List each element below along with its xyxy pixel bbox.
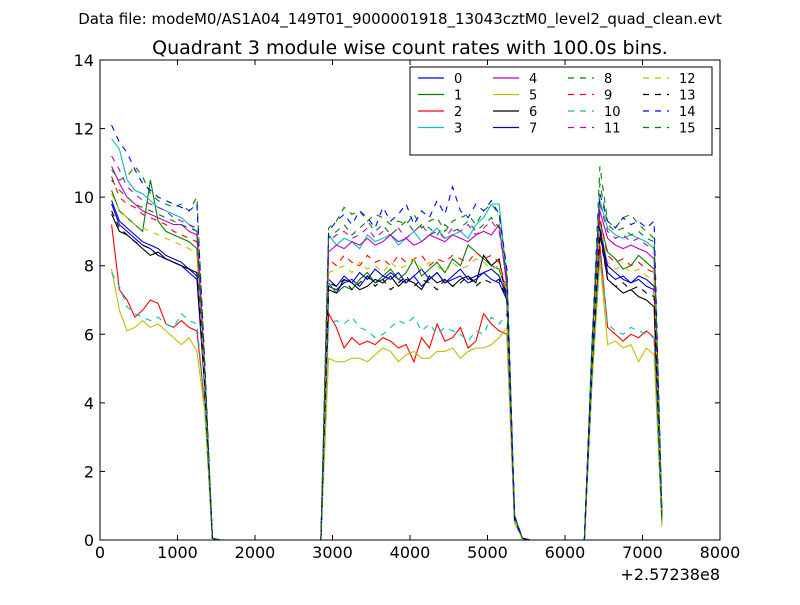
y-tick-label: 10 [74, 188, 94, 207]
x-tick-label: 0 [95, 543, 105, 562]
legend-label-14: 14 [679, 105, 696, 120]
legend-label-13: 13 [679, 89, 696, 104]
series-line-5 [111, 258, 663, 541]
x-tick-label: 6000 [545, 543, 586, 562]
x-tick-label: 5000 [467, 543, 508, 562]
series-line-13 [111, 210, 663, 541]
legend-box [409, 66, 713, 156]
series-line-8 [111, 165, 663, 541]
ticks-layer: 0 1000 2000 3000 4000 5000 6000 7000 80000246810… [74, 51, 741, 562]
series-layer [111, 124, 663, 541]
series-line-14 [111, 124, 663, 541]
x-axis-offset: +2.57238e8 [620, 565, 720, 584]
x-tick-label: 3000 [312, 543, 353, 562]
legend-label-4: 4 [529, 72, 537, 87]
legend-label-15: 15 [679, 122, 696, 137]
y-tick-label: 0 [84, 531, 94, 550]
legend-label-1: 1 [454, 89, 462, 104]
legend-label-6: 6 [529, 105, 537, 120]
y-tick-label: 2 [84, 462, 94, 481]
series-line-12 [111, 193, 663, 541]
series-line-10 [111, 255, 663, 541]
legend-label-10: 10 [604, 105, 621, 120]
chart-title: Quadrant 3 module wise count rates with … [152, 37, 668, 59]
y-tick-label: 12 [74, 120, 94, 139]
x-tick-label: 8000 [700, 543, 741, 562]
x-tick-label: 4000 [390, 543, 431, 562]
legend-label-3: 3 [454, 122, 462, 137]
y-tick-label: 4 [84, 394, 94, 413]
series-line-6 [111, 214, 663, 541]
series-line-11 [111, 155, 663, 541]
series-line-9 [111, 176, 663, 541]
y-tick-label: 6 [84, 325, 94, 344]
legend-label-5: 5 [529, 89, 537, 104]
x-tick-label: 7000 [622, 543, 663, 562]
x-tick-label: 1000 [157, 543, 198, 562]
legend-label-9: 9 [604, 89, 612, 104]
figure-supertitle: Data file: modeM0/AS1A04_149T01_90000019… [78, 10, 722, 29]
legend-label-0: 0 [454, 72, 462, 87]
y-tick-label: 14 [74, 51, 94, 70]
legend-label-2: 2 [454, 105, 462, 120]
series-line-0 [111, 203, 663, 541]
legend-label-8: 8 [604, 72, 612, 87]
legend-label-7: 7 [529, 122, 537, 137]
x-tick-label: 2000 [235, 543, 276, 562]
legend-label-12: 12 [679, 72, 696, 87]
y-tick-label: 8 [84, 257, 94, 276]
legend-label-11: 11 [604, 122, 621, 137]
series-line-4 [111, 166, 663, 541]
series-line-7 [111, 200, 663, 541]
